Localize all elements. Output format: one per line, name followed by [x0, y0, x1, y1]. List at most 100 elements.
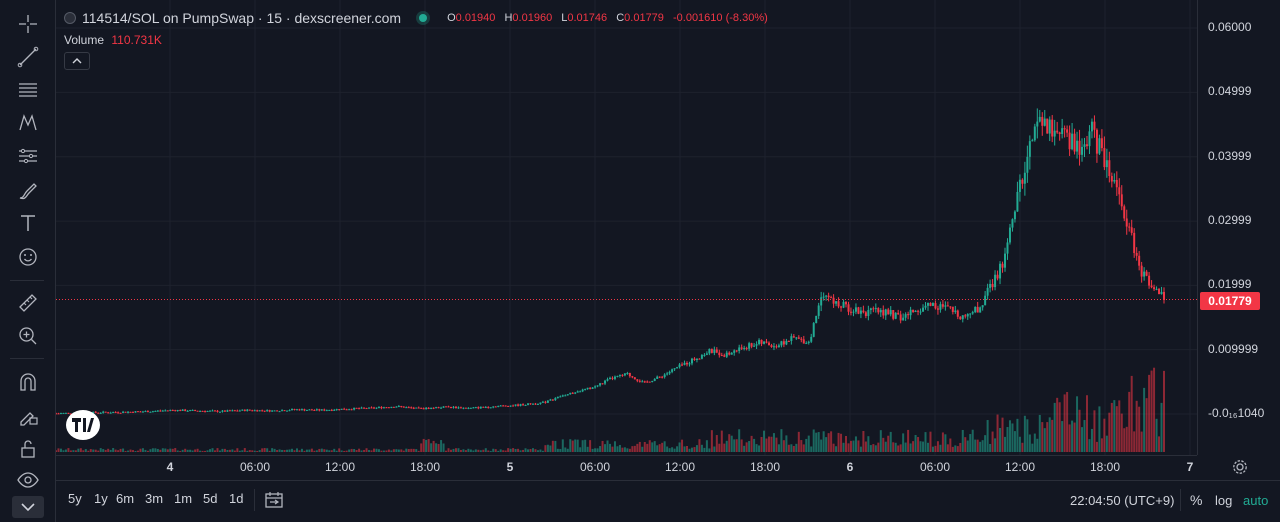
range-5y-button[interactable]: 5y: [68, 491, 82, 506]
tradingview-logo[interactable]: [66, 410, 100, 440]
range-1m-button[interactable]: 1m: [174, 491, 193, 506]
candle-body: [370, 407, 373, 409]
candle-body: [994, 274, 997, 288]
volume-bar: [636, 443, 639, 452]
horizontal-lines-icon[interactable]: [12, 76, 44, 104]
candlestick-chart[interactable]: [55, 0, 1197, 455]
text-icon[interactable]: [12, 209, 44, 237]
candle-body: [676, 367, 679, 369]
volume-bar: [445, 450, 448, 452]
percent-toggle[interactable]: %: [1190, 492, 1203, 508]
volume-bar: [343, 450, 346, 452]
candle-body: [847, 304, 850, 312]
candle-body: [308, 409, 311, 411]
volume-bar: [760, 436, 763, 452]
clock[interactable]: 22:04:50 (UTC+9): [1070, 493, 1175, 508]
candle-body: [360, 407, 363, 409]
volume-bar: [57, 448, 60, 452]
volume-bar: [1048, 417, 1051, 452]
brush-icon[interactable]: [12, 176, 44, 204]
volume-bar: [728, 434, 731, 452]
crosshair-icon[interactable]: [12, 10, 44, 38]
volume-bar: [564, 447, 567, 452]
range-6m-button[interactable]: 6m: [116, 491, 135, 506]
pattern-icon[interactable]: [12, 109, 44, 137]
candle-body: [228, 410, 231, 412]
log-toggle[interactable]: log: [1215, 493, 1233, 508]
volume-bar: [718, 443, 721, 452]
volume-bar: [1046, 422, 1049, 452]
auto-toggle[interactable]: auto: [1243, 493, 1269, 508]
volume-bar: [1083, 420, 1086, 452]
magnet-icon[interactable]: [12, 368, 44, 396]
settings-icon[interactable]: [1232, 459, 1248, 475]
toolbar-divider: [10, 358, 44, 359]
candle-body: [767, 342, 770, 346]
range-1y-button[interactable]: 1y: [94, 491, 108, 506]
candle-body: [437, 407, 440, 409]
low-label: L: [561, 12, 568, 24]
volume-bar: [964, 437, 967, 452]
volume-bar: [248, 450, 251, 452]
volume-bar: [1053, 402, 1056, 452]
unlock-icon[interactable]: [12, 435, 44, 463]
candle-body: [191, 409, 194, 411]
lock-drawing-icon[interactable]: [12, 401, 44, 429]
candle-body: [522, 404, 525, 406]
candle-body: [859, 310, 862, 314]
candle-body: [256, 410, 259, 412]
volume-bar: [892, 442, 895, 452]
volume-bar: [894, 442, 897, 452]
candle-body: [119, 412, 122, 414]
candle-body: [589, 387, 592, 389]
volume-bar: [969, 434, 972, 452]
range-3m-button[interactable]: 3m: [145, 491, 164, 506]
emoji-icon[interactable]: [12, 243, 44, 271]
volume-bar: [974, 439, 977, 452]
candle-body: [534, 403, 537, 405]
candle-body: [981, 305, 984, 308]
volume-bar: [300, 448, 303, 452]
chart-pane[interactable]: [55, 0, 1197, 455]
chart-legend: 114514/SOL on PumpSwap · 15 · dexscreene…: [64, 8, 774, 28]
chevron-down-icon[interactable]: [12, 496, 44, 518]
candle-body: [372, 407, 375, 409]
volume-bar: [271, 448, 274, 452]
volume-bar: [440, 440, 443, 452]
time-axis[interactable]: 4 06:00 12:00 18:00 5 06:00 12:00 18:00 …: [56, 455, 1197, 479]
volume-bar: [1081, 427, 1084, 452]
fib-icon[interactable]: [12, 142, 44, 170]
candle-body: [99, 412, 102, 414]
eye-icon[interactable]: [12, 466, 44, 494]
volume-bar: [1155, 418, 1158, 452]
volume-bar: [385, 450, 388, 452]
volume-bar: [561, 439, 564, 452]
symbol-title[interactable]: 114514/SOL on PumpSwap · 15 · dexscreene…: [82, 10, 402, 26]
trend-line-icon[interactable]: [12, 43, 44, 71]
price-axis[interactable]: 0.06000 0.04999 0.03999 0.02999 0.01999 …: [1197, 0, 1280, 455]
ruler-icon[interactable]: [12, 289, 44, 317]
time-tick: 7: [1186, 460, 1194, 474]
volume-bar: [579, 447, 582, 452]
volume-bar: [139, 448, 142, 452]
volume-bar: [544, 445, 547, 452]
volume-bar: [1105, 435, 1108, 452]
range-5d-button[interactable]: 5d: [203, 491, 218, 506]
candle-body: [1145, 271, 1148, 276]
range-1d-button[interactable]: 1d: [229, 491, 244, 506]
date-range-icon[interactable]: [264, 491, 284, 514]
candle-body: [1033, 126, 1036, 141]
candle-body: [375, 407, 378, 409]
collapse-legend-button[interactable]: [64, 52, 90, 70]
candle-body: [243, 409, 246, 412]
volume-bar: [991, 431, 994, 452]
volume-bar: [951, 446, 954, 452]
volume-bar: [730, 435, 733, 452]
volume-bar: [233, 450, 236, 452]
candle-body: [181, 409, 184, 411]
candle-body: [822, 296, 825, 298]
volume-bar: [1150, 370, 1153, 452]
volume-bar: [790, 444, 793, 452]
volume-bar: [758, 445, 761, 452]
zoom-in-icon[interactable]: [12, 322, 44, 350]
